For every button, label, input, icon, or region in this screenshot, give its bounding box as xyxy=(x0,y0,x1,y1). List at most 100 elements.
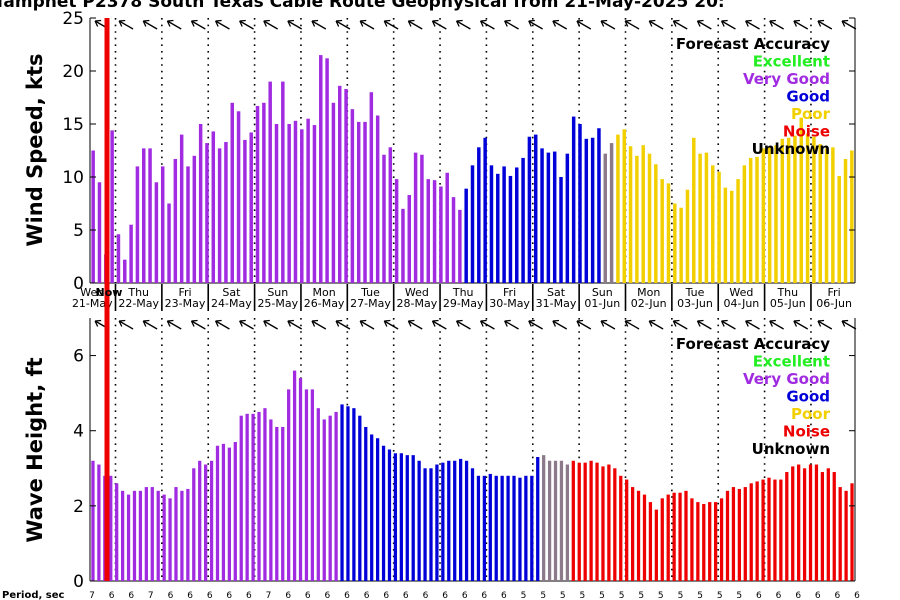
day-name-label: Thu xyxy=(127,286,149,299)
wind-bar xyxy=(622,129,626,283)
period-value: 5 xyxy=(717,591,723,600)
wind-bar xyxy=(527,136,532,283)
period-value: 5 xyxy=(638,591,644,600)
chart-title: Tamphet P2378 South Texas Cable Route Ge… xyxy=(0,0,725,12)
direction-arrow xyxy=(696,19,712,30)
legend-entry: Noise xyxy=(783,123,830,141)
wave-y-ticks: 0 2 4 6 xyxy=(73,347,855,592)
period-value: 6 xyxy=(285,591,291,600)
wave-bar xyxy=(850,483,854,581)
period-value: 5 xyxy=(658,591,664,600)
legend-entry: Excellent xyxy=(753,353,830,371)
wave-bar xyxy=(144,487,148,581)
wind-bar xyxy=(723,187,728,283)
wave-bar xyxy=(417,460,421,581)
wind-bar xyxy=(319,55,323,283)
wind-bar xyxy=(445,172,449,283)
wave-bar xyxy=(654,509,658,581)
wave-bar xyxy=(636,490,641,581)
legend-entry: Poor xyxy=(791,405,831,423)
wave-bar xyxy=(714,502,718,581)
wave-bar xyxy=(630,487,635,581)
wind-bar xyxy=(110,130,114,283)
wind-bar xyxy=(420,154,424,283)
period-value: 6 xyxy=(187,591,193,600)
day-name-label: Sat xyxy=(547,286,566,299)
direction-arrow xyxy=(672,19,688,30)
wind-bar xyxy=(116,234,121,283)
wave-bar xyxy=(814,464,819,581)
legend-entry: Good xyxy=(786,388,830,406)
y-tick-label: 10 xyxy=(62,168,84,188)
wave-bar xyxy=(346,406,350,581)
wind-ylabel: Wind Speed, kts xyxy=(23,53,47,246)
wave-bar xyxy=(512,475,516,581)
wave-bar xyxy=(725,490,730,581)
wave-bar xyxy=(453,460,457,581)
wave-bar xyxy=(506,475,510,581)
direction-arrow xyxy=(407,319,423,330)
period-value: 5 xyxy=(560,591,566,600)
wave-bar xyxy=(358,415,362,581)
wind-bar xyxy=(755,156,759,283)
wave-bar xyxy=(642,494,647,581)
wind-bar xyxy=(413,152,418,283)
wave-bar xyxy=(779,479,783,581)
wind-bar xyxy=(369,92,374,283)
wave-bar xyxy=(761,479,765,581)
direction-arrow xyxy=(648,319,664,330)
wave-bar xyxy=(162,494,166,581)
wind-bar xyxy=(268,81,272,283)
period-value: 6 xyxy=(776,591,782,600)
wave-bar xyxy=(619,475,623,581)
wind-bar xyxy=(767,147,772,283)
wave-bar xyxy=(204,464,208,581)
wind-bar xyxy=(249,132,253,283)
day-date-label: 27-May xyxy=(350,297,391,310)
day-name-label: Wed xyxy=(729,286,753,299)
wave-bar xyxy=(773,479,777,581)
period-value: 6 xyxy=(109,591,115,600)
wind-bar xyxy=(382,154,386,283)
wind-bar xyxy=(502,166,506,283)
wind-bar xyxy=(432,180,437,283)
wind-bar xyxy=(729,190,734,283)
wave-bar xyxy=(215,445,220,581)
wind-bar xyxy=(565,153,570,283)
wind-bar xyxy=(571,116,576,283)
direction-arrow xyxy=(841,19,857,30)
wind-bar xyxy=(496,173,500,283)
period-value: 5 xyxy=(619,591,625,600)
wave-bar xyxy=(340,404,344,581)
wind-direction-arrows xyxy=(94,19,857,30)
period-value: 5 xyxy=(540,591,546,600)
day-date-label: 04-Jun xyxy=(724,297,760,310)
wave-bar xyxy=(275,426,279,581)
wave-bar xyxy=(838,487,842,581)
wind-bar xyxy=(515,167,519,283)
wave-bar xyxy=(595,462,599,581)
wave-bar xyxy=(571,460,575,581)
y-tick-label: 0 xyxy=(73,274,84,294)
day-date-label: 26-May xyxy=(304,297,345,310)
day-date-label: 28-May xyxy=(397,297,438,310)
wind-bar xyxy=(451,197,456,283)
wind-speed-panel: Wind Speed, kts 0 5 10 15 20 25 Forecast Accu… xyxy=(23,9,857,294)
wind-bar xyxy=(698,153,702,283)
wave-height-panel: Wave Height, ft 0 2 4 6 Forecast AccuracyEx… xyxy=(23,318,857,592)
day-name-label: Fri xyxy=(178,286,191,299)
period-value: 5 xyxy=(697,591,703,600)
wave-bar xyxy=(464,460,469,581)
period-value: 6 xyxy=(383,591,389,600)
wave-bar xyxy=(737,488,741,581)
wave-bar xyxy=(322,419,326,581)
day-name-label: Tue xyxy=(360,286,380,299)
direction-arrow xyxy=(817,319,833,330)
wave-bar xyxy=(251,413,255,581)
direction-arrow xyxy=(769,19,784,30)
period-value: 6 xyxy=(442,591,448,600)
wave-bar xyxy=(459,458,463,581)
wind-bar xyxy=(407,195,412,283)
wind-bar xyxy=(641,145,645,283)
